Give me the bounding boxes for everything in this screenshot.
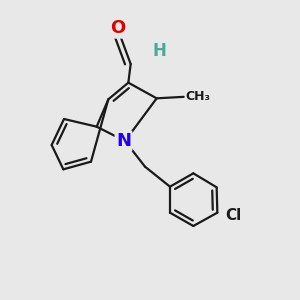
Text: CH₃: CH₃ xyxy=(185,90,210,103)
Text: O: O xyxy=(110,19,125,37)
Text: Cl: Cl xyxy=(225,208,241,224)
Text: N: N xyxy=(116,132,131,150)
Text: H: H xyxy=(153,42,166,60)
